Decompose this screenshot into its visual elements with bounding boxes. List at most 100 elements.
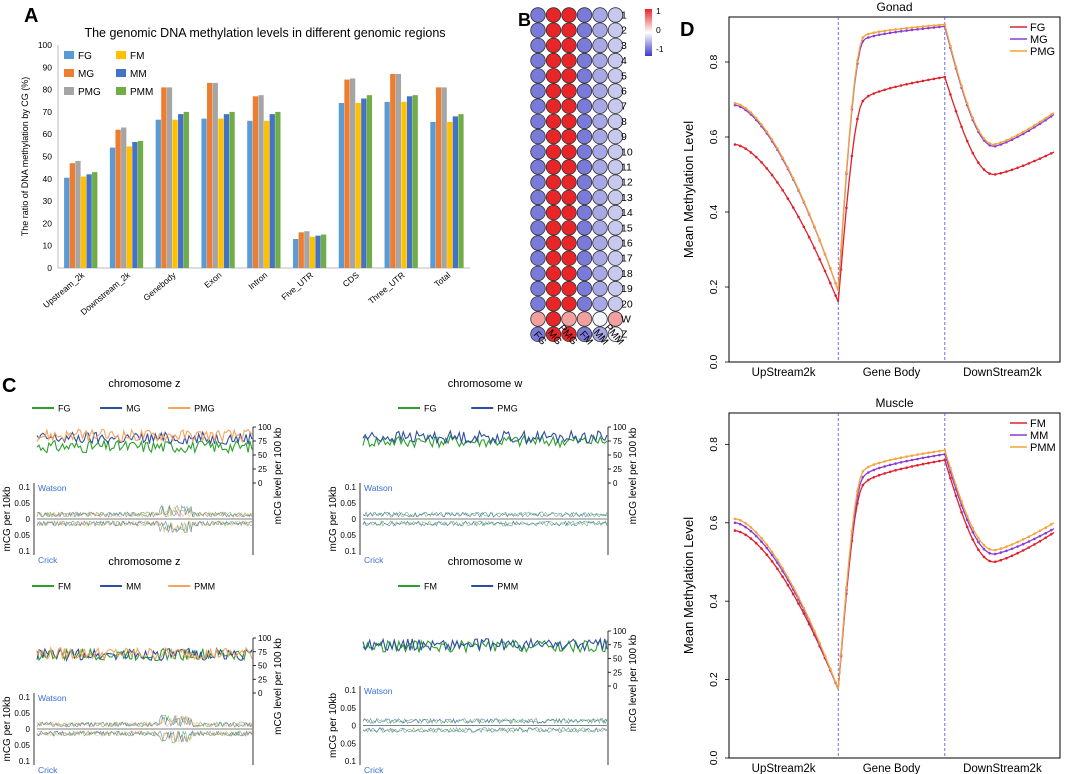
profile-point [1016,133,1019,137]
x-region-label: UpStream2k [752,763,816,774]
heatmap-dot [561,220,577,236]
profile-point [877,33,881,37]
profile-point [829,667,832,671]
legend-label-fg: FG [78,51,92,62]
x-tick-label: Upstream_2k [41,269,87,310]
profile-point [834,281,837,285]
heatmap-dot [592,144,608,160]
watson-label: Watson [38,693,67,703]
heatmap-dot [576,83,593,99]
heatmap-dot [545,311,562,327]
profile-point [776,147,779,150]
profile-point [733,143,737,146]
bar-pmg [121,127,127,268]
bar-pmg [441,87,447,269]
right-axis-tick-label: 75 [613,437,622,446]
profile-point [823,654,827,658]
heatmap-dot [530,113,546,130]
heatmap-dot [576,280,593,297]
heatmap-dot [607,98,624,114]
heatmap-dot [607,22,624,38]
profile-point [938,453,941,457]
profile-point [965,139,969,143]
profile-point [1010,543,1014,546]
heatmap-dot [607,159,624,175]
bar-pmm [458,114,464,268]
profile-point [1016,545,1019,548]
profile-point [921,79,925,83]
profile-point [877,466,881,470]
profile-point [927,451,930,455]
bar-fg [338,102,345,268]
profile-point [1044,526,1047,529]
profile-point [977,548,980,551]
profile-point [988,559,991,563]
profile-point [938,459,941,463]
profile-point [1038,539,1042,543]
profile-point [760,540,763,543]
profile-point [965,518,969,522]
heatmap-dot [530,128,546,145]
heatmap-dot [530,144,546,160]
profile-point [949,93,952,96]
heatmap-dot [592,159,608,175]
right-axis-label: mCG level per 100 kb [628,634,639,731]
bar-mm [86,174,92,268]
profile-point [993,144,997,148]
profile-point [905,455,908,458]
profile-point [999,558,1003,562]
heatmap-dot [607,265,624,282]
left-axis-tick-label: 0.05 [340,531,356,540]
bar-mg [298,232,304,268]
profile-point [744,525,747,529]
profile-point [781,575,784,578]
legend-label: FM [1030,418,1046,430]
profile-point [993,173,997,176]
profile-point [877,30,881,33]
profile-point [888,458,892,462]
profile-point [744,522,747,525]
profile-point [883,29,886,33]
watson-label: Watson [364,483,393,493]
profile-point [899,84,903,87]
profile-point [1021,538,1025,541]
profile-point [867,478,870,482]
bar-fm [218,118,224,268]
heatmap-dot [576,37,593,54]
profile-point [856,59,859,62]
bar-pmm [229,111,235,269]
profile-point [1010,138,1014,141]
profile-point [888,86,892,90]
profile-point [960,84,963,88]
profile-point [760,547,763,550]
profile-point [829,281,832,285]
profile-point [818,641,821,645]
left-axis-tick-label: 0.05 [340,739,356,748]
profile-point [932,26,936,29]
profile-point [910,28,914,32]
heatmap-dot [576,22,593,38]
right-axis-tick-label: 75 [258,437,267,446]
colorbar-tick-label: 1 [656,6,661,16]
right-axis-tick-label: 25 [258,675,267,684]
heatmap-dot [561,204,577,221]
heatmap-dot [592,98,608,114]
bar-fg [109,147,116,268]
profile-point [927,24,930,28]
bar-fg [155,119,161,268]
profile-point [916,28,919,31]
profile-point [1044,154,1047,158]
legend-label: MM [126,582,141,592]
right-axis-tick-label: 0 [258,689,263,698]
left-axis-label: mCG per 10kb [2,486,13,551]
profile-point [867,94,870,98]
profile-point [1005,140,1008,144]
bar-fg [430,121,436,268]
legend-label-pmg: PMG [78,87,101,98]
profile-point [899,30,903,33]
profile-point [971,530,975,534]
profile-point [1049,113,1053,116]
profile-point [786,583,790,587]
profile-point [1005,556,1008,560]
heatmap-dot [561,144,577,160]
